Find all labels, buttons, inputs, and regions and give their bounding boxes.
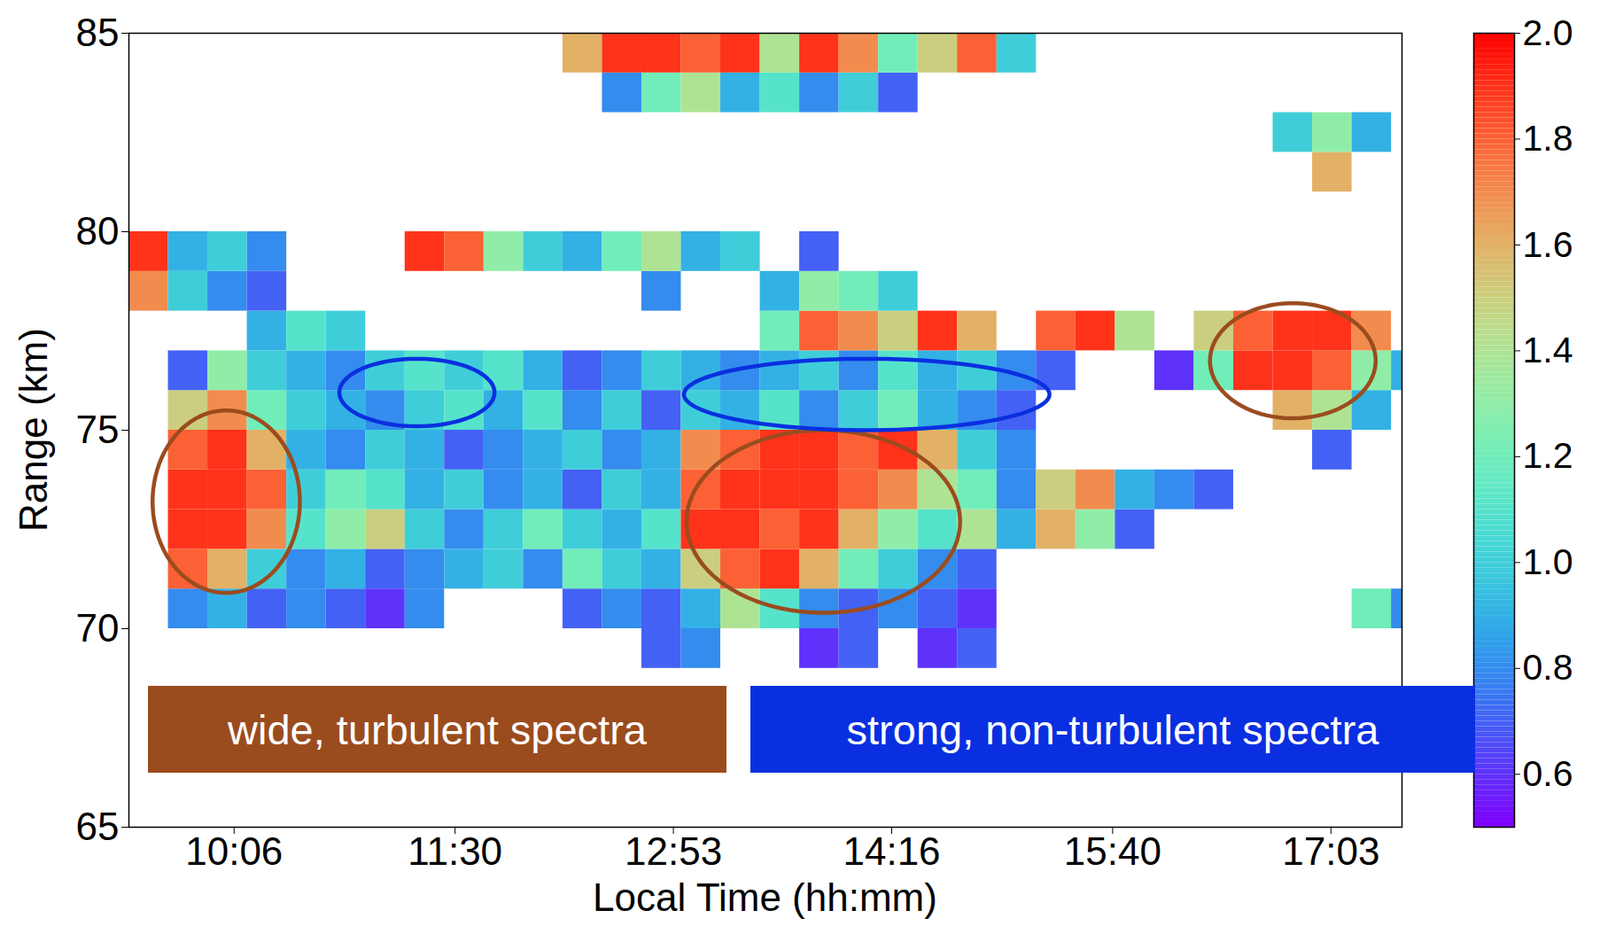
svg-text:65: 65 [76,804,120,848]
html-text:wide, turbulent spectra: wide, turbulent spectra [227,705,647,753]
svg-text:11:30: 11:30 [407,829,503,873]
svg-text:10:06: 10:06 [185,829,283,873]
svg-text:15:40: 15:40 [1064,829,1162,873]
svg-text:2.0: 2.0 [1522,12,1574,54]
html-text:Local Time (hh:mm): Local Time (hh:mm) [592,875,938,919]
svg-text:0.8: 0.8 [1522,646,1574,688]
svg-text:1.8: 1.8 [1522,117,1574,159]
svg-text:75: 75 [76,407,120,451]
svg-text:1.2: 1.2 [1522,434,1574,476]
svg-text:0.6: 0.6 [1522,753,1574,794]
html-text:Range (km): Range (km) [11,327,55,532]
svg-text:85: 85 [76,10,120,55]
html-text:strong, non-turbulent spectra: strong, non-turbulent spectra [846,705,1379,753]
svg-text:12:53: 12:53 [624,829,723,873]
svg-text:80: 80 [76,209,120,253]
svg-text:1.0: 1.0 [1522,541,1574,583]
svg-text:70: 70 [76,605,120,650]
svg-text:14:16: 14:16 [842,829,940,873]
svg-text:1.4: 1.4 [1522,329,1574,371]
svg-text:17:03: 17:03 [1281,829,1380,873]
svg-text:1.6: 1.6 [1522,224,1574,265]
